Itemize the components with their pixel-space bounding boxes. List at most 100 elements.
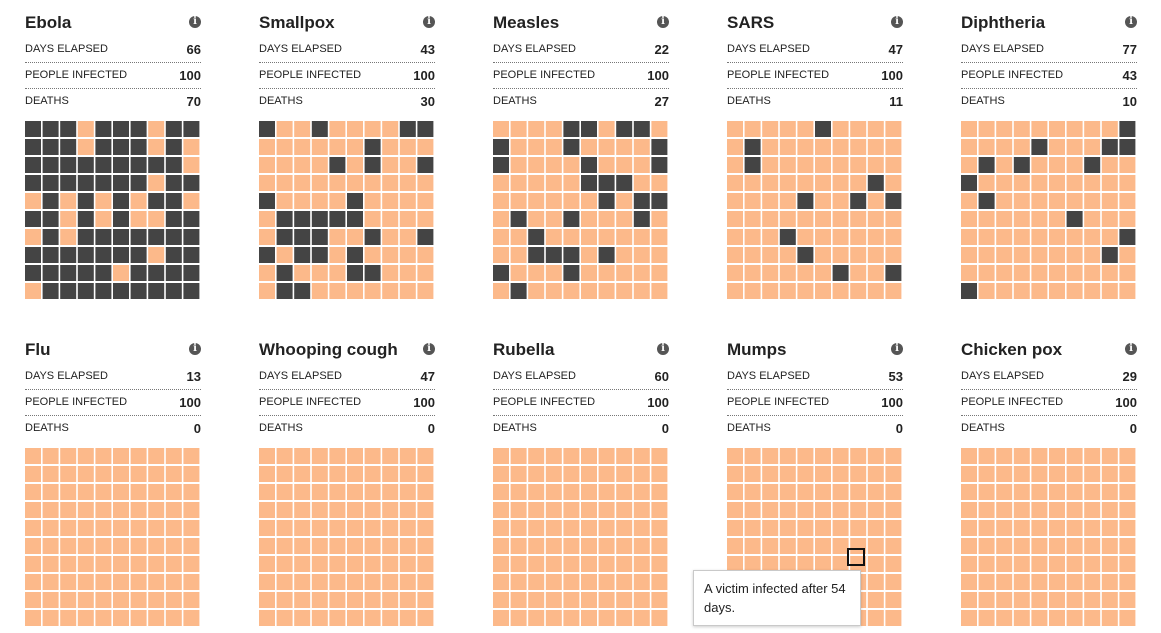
victim-cell[interactable] — [510, 265, 527, 281]
victim-cell[interactable] — [417, 211, 434, 227]
victim-cell[interactable] — [815, 247, 831, 263]
victim-cell[interactable] — [493, 538, 509, 554]
victim-cell[interactable] — [528, 121, 545, 137]
victim-cell[interactable] — [25, 520, 41, 536]
victim-cell[interactable] — [762, 502, 779, 518]
victim-cell[interactable] — [1119, 466, 1136, 482]
victim-cell[interactable] — [978, 610, 995, 626]
victim-cell[interactable] — [598, 610, 615, 626]
victim-cell[interactable] — [493, 466, 509, 482]
victim-cell-dead[interactable] — [42, 229, 59, 245]
victim-cell[interactable] — [417, 520, 434, 536]
victim-cell-dead[interactable] — [1119, 139, 1136, 155]
victim-cell[interactable] — [1013, 466, 1030, 482]
victim-cell-dead[interactable] — [311, 211, 328, 227]
victim-cell[interactable] — [1013, 139, 1030, 155]
victim-cell[interactable] — [616, 538, 633, 554]
victim-cell[interactable] — [762, 538, 779, 554]
victim-cell[interactable] — [130, 520, 147, 536]
victim-cell[interactable] — [347, 139, 363, 155]
victim-cell-dead[interactable] — [113, 193, 129, 209]
victim-cell[interactable] — [528, 211, 545, 227]
victim-cell[interactable] — [329, 229, 346, 245]
victim-cell[interactable] — [60, 193, 77, 209]
victim-cell[interactable] — [1066, 484, 1083, 500]
victim-cell-dead[interactable] — [130, 247, 147, 263]
victim-cell[interactable] — [311, 193, 328, 209]
victim-cell[interactable] — [762, 247, 779, 263]
victim-cell[interactable] — [364, 175, 381, 191]
victim-cell[interactable] — [815, 502, 831, 518]
victim-cell-dead[interactable] — [148, 265, 165, 281]
victim-cell[interactable] — [130, 466, 147, 482]
victim-cell[interactable] — [95, 556, 112, 572]
victim-cell[interactable] — [727, 193, 743, 209]
victim-cell[interactable] — [545, 157, 562, 173]
victim-cell[interactable] — [727, 229, 743, 245]
victim-cell[interactable] — [276, 157, 293, 173]
victim-cell[interactable] — [779, 484, 796, 500]
victim-cell[interactable] — [1013, 574, 1030, 590]
victim-cell[interactable] — [113, 502, 129, 518]
victim-cell[interactable] — [294, 157, 311, 173]
victim-cell[interactable] — [259, 538, 275, 554]
victim-cell[interactable] — [148, 211, 165, 227]
victim-cell[interactable] — [651, 229, 668, 245]
victim-cell-dead[interactable] — [815, 121, 831, 137]
victim-cell[interactable] — [417, 139, 434, 155]
victim-cell[interactable] — [77, 484, 94, 500]
victim-cell[interactable] — [867, 520, 884, 536]
victim-cell-dead[interactable] — [616, 175, 633, 191]
victim-cell[interactable] — [113, 538, 129, 554]
victim-cell[interactable] — [545, 502, 562, 518]
victim-cell[interactable] — [276, 610, 293, 626]
victim-cell[interactable] — [259, 265, 275, 281]
victim-cell[interactable] — [528, 448, 545, 464]
victim-cell[interactable] — [1013, 193, 1030, 209]
victim-cell-dead[interactable] — [797, 193, 814, 209]
victim-cell[interactable] — [815, 466, 831, 482]
victim-cell[interactable] — [77, 502, 94, 518]
victim-cell[interactable] — [510, 502, 527, 518]
victim-cell[interactable] — [961, 592, 977, 608]
victim-cell[interactable] — [633, 610, 650, 626]
victim-cell[interactable] — [364, 247, 381, 263]
victim-cell[interactable] — [744, 484, 761, 500]
victim-cell[interactable] — [510, 247, 527, 263]
victim-cell[interactable] — [130, 610, 147, 626]
victim-cell-dead[interactable] — [311, 121, 328, 137]
victim-cell[interactable] — [25, 502, 41, 518]
victim-cell[interactable] — [867, 211, 884, 227]
victim-cell[interactable] — [493, 448, 509, 464]
victim-cell[interactable] — [1084, 229, 1101, 245]
victim-cell[interactable] — [633, 448, 650, 464]
victim-cell[interactable] — [563, 592, 580, 608]
victim-cell-dead[interactable] — [77, 157, 94, 173]
victim-cell[interactable] — [832, 139, 849, 155]
victim-cell-dead[interactable] — [276, 283, 293, 299]
victim-cell-dead[interactable] — [25, 247, 41, 263]
victim-cell[interactable] — [60, 466, 77, 482]
victim-cell[interactable] — [1013, 283, 1030, 299]
victim-cell[interactable] — [832, 520, 849, 536]
victim-cell[interactable] — [815, 283, 831, 299]
victim-cell[interactable] — [528, 556, 545, 572]
victim-cell[interactable] — [797, 484, 814, 500]
victim-cell[interactable] — [727, 211, 743, 227]
victim-cell[interactable] — [563, 610, 580, 626]
victim-cell-dead[interactable] — [130, 157, 147, 173]
victim-cell-dead[interactable] — [744, 139, 761, 155]
victim-cell[interactable] — [417, 484, 434, 500]
victim-cell-dead[interactable] — [832, 265, 849, 281]
victim-cell-dead[interactable] — [1101, 139, 1118, 155]
victim-cell-dead[interactable] — [598, 175, 615, 191]
victim-cell[interactable] — [311, 502, 328, 518]
victim-cell[interactable] — [364, 193, 381, 209]
victim-cell[interactable] — [1119, 592, 1136, 608]
victim-cell[interactable] — [651, 283, 668, 299]
victim-cell[interactable] — [276, 538, 293, 554]
victim-cell-dead[interactable] — [165, 247, 182, 263]
victim-cell-dead[interactable] — [581, 157, 597, 173]
victim-cell[interactable] — [399, 448, 416, 464]
victim-cell-dead[interactable] — [77, 193, 94, 209]
